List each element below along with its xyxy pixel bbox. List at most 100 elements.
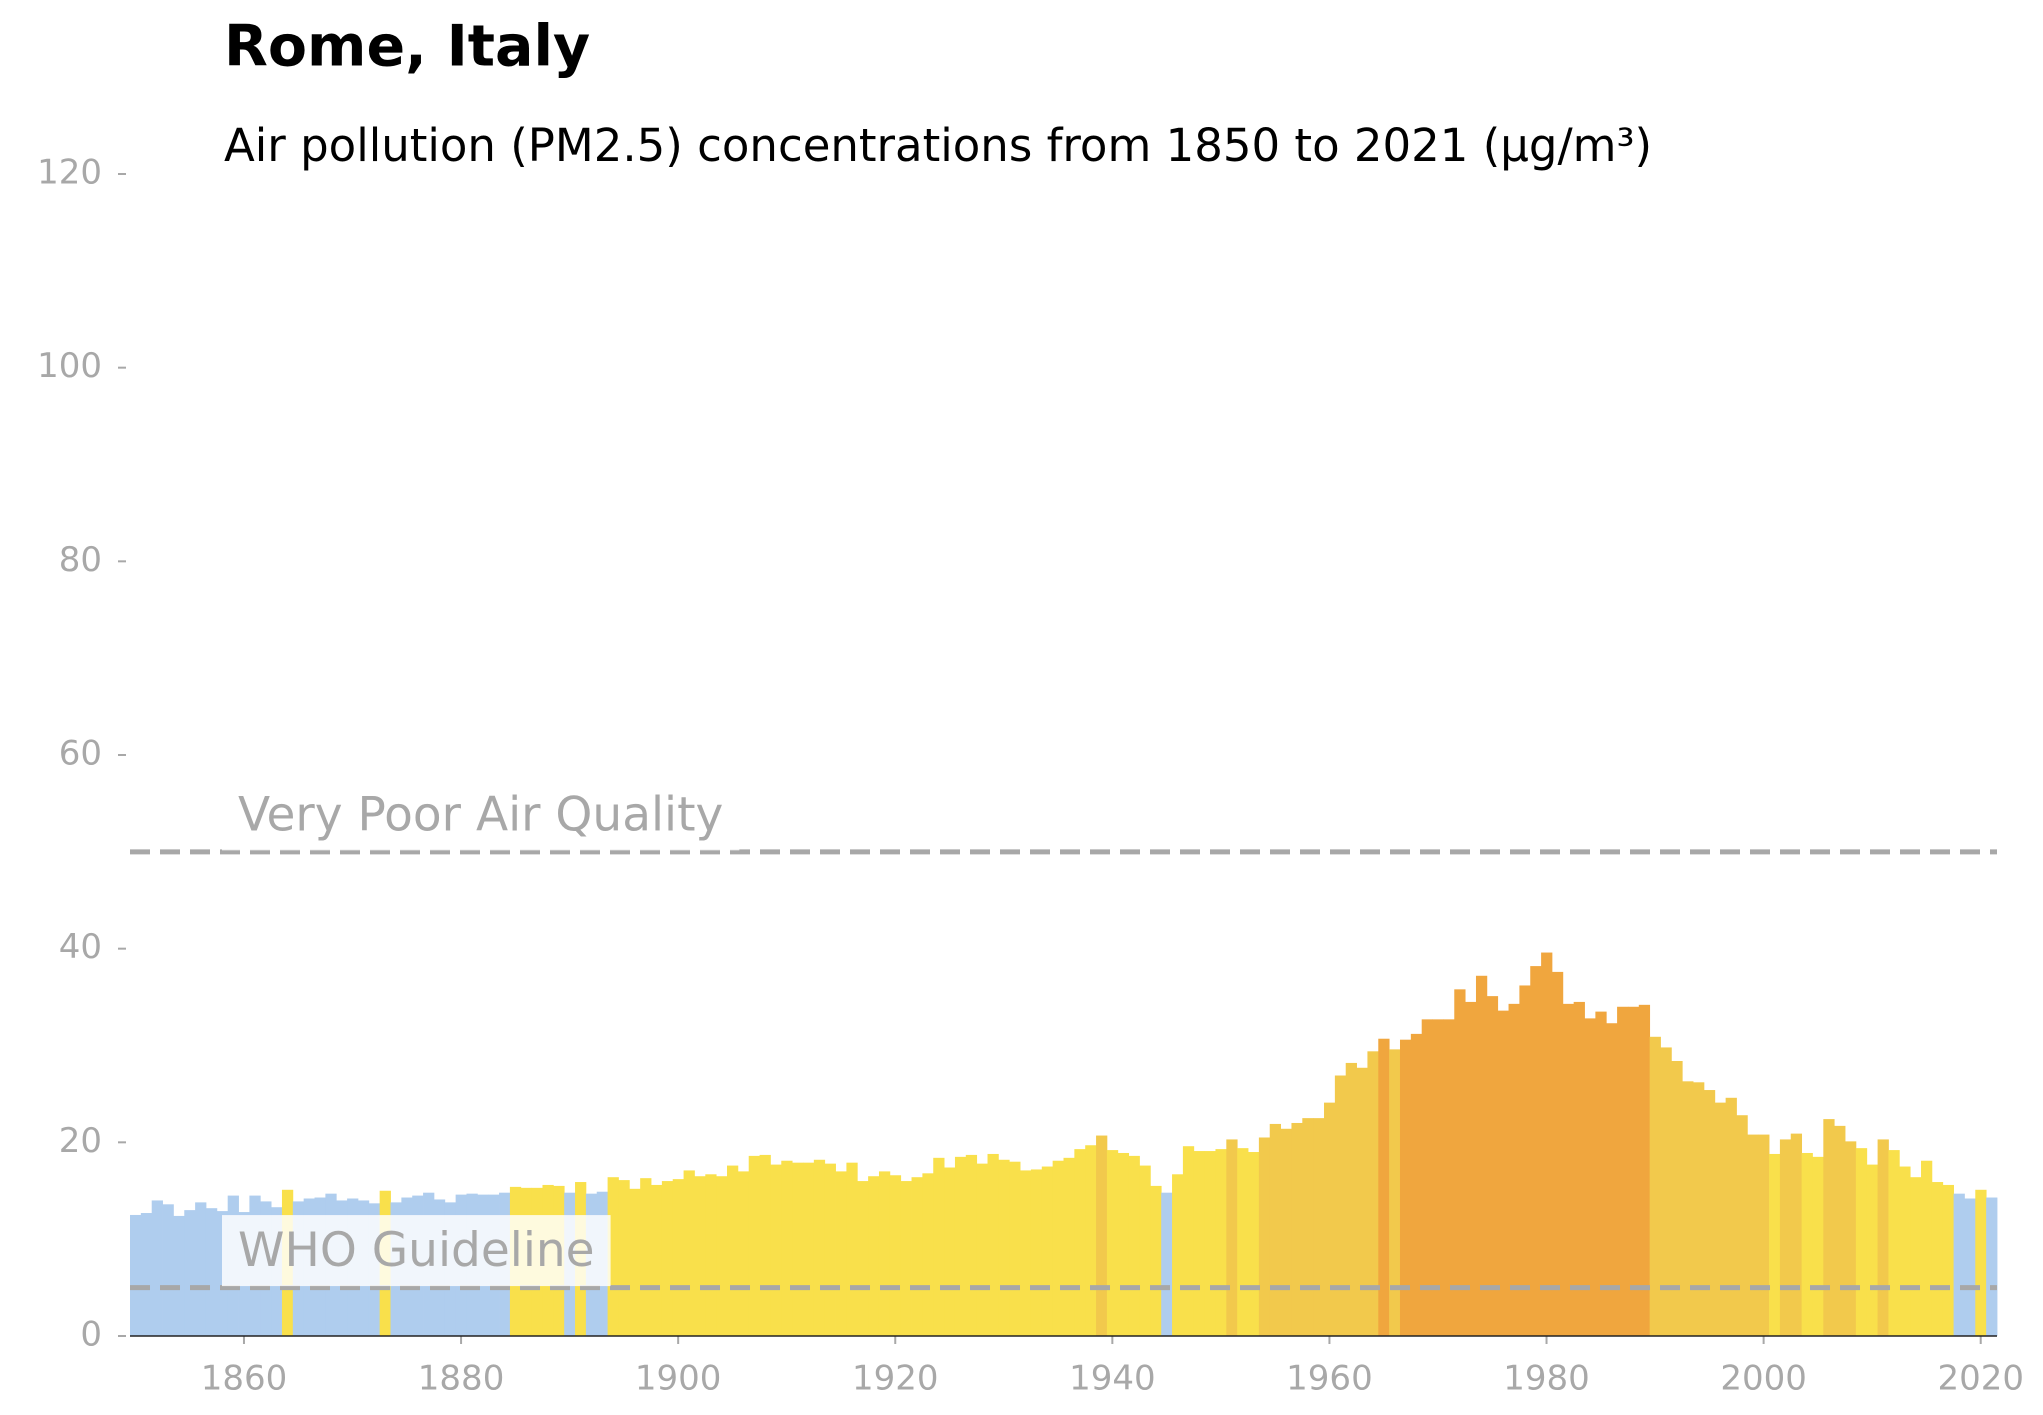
x-tick-label: 1940 — [1069, 1359, 1156, 1399]
bar — [1182, 1146, 1195, 1336]
bar — [1204, 1151, 1216, 1336]
bar — [184, 1210, 196, 1336]
bar — [1953, 1193, 1965, 1336]
bar — [1986, 1197, 1998, 1336]
y-tick-label: 20 — [59, 1121, 102, 1161]
bar — [640, 1178, 652, 1336]
bar — [1345, 1062, 1357, 1336]
bar — [1052, 1160, 1064, 1336]
bar — [954, 1156, 967, 1336]
bar — [1714, 1102, 1727, 1336]
bar — [1649, 1036, 1661, 1336]
x-tick-label: 2020 — [1937, 1359, 2024, 1399]
chart-subtitle: Air pollution (PM2.5) concentrations fro… — [224, 119, 1652, 172]
bar — [1454, 989, 1466, 1336]
bar — [759, 1154, 771, 1336]
bar — [802, 1162, 815, 1336]
bar — [1812, 1156, 1824, 1336]
bar — [1562, 1003, 1575, 1336]
bar — [922, 1173, 934, 1336]
bar — [1421, 1019, 1433, 1336]
bar — [694, 1176, 706, 1336]
bar — [748, 1155, 760, 1336]
bar — [846, 1162, 858, 1336]
bar — [987, 1153, 999, 1336]
bar — [1280, 1128, 1292, 1336]
bar — [1465, 1001, 1477, 1336]
bar — [205, 1208, 218, 1336]
bar — [1237, 1148, 1249, 1336]
bar — [1324, 1102, 1336, 1336]
bar — [824, 1163, 836, 1336]
bar — [1258, 1137, 1271, 1336]
bar — [1638, 1004, 1651, 1336]
bar — [727, 1165, 739, 1336]
bar — [1475, 975, 1488, 1336]
bar — [1921, 1160, 1933, 1336]
bar — [933, 1157, 945, 1336]
bar — [140, 1213, 153, 1336]
bar — [1671, 1060, 1683, 1336]
bar — [1823, 1119, 1835, 1336]
bar — [1291, 1122, 1303, 1336]
bar — [1215, 1149, 1227, 1336]
bar — [1085, 1145, 1097, 1336]
bar — [1378, 1038, 1390, 1336]
bar — [1693, 1082, 1705, 1336]
bar — [1595, 1011, 1607, 1336]
x-tick-label: 1920 — [852, 1359, 939, 1399]
bar — [1573, 1001, 1585, 1336]
y-tick-label: 0 — [80, 1315, 102, 1355]
bar — [661, 1181, 674, 1336]
bar — [1519, 985, 1531, 1336]
bar — [1964, 1198, 1976, 1336]
bar — [889, 1175, 902, 1336]
bar — [1617, 1006, 1629, 1336]
label-box — [222, 1215, 611, 1287]
label-box — [222, 779, 740, 851]
bar — [1975, 1189, 1987, 1336]
bar — [1106, 1150, 1119, 1336]
bar — [1128, 1155, 1140, 1336]
reference-label: Very Poor Air Quality — [238, 787, 723, 842]
bar — [1855, 1148, 1868, 1336]
bar — [1009, 1161, 1021, 1336]
bar — [672, 1179, 684, 1336]
bar — [618, 1180, 630, 1336]
bar — [857, 1181, 869, 1336]
bar — [1508, 1003, 1520, 1336]
bar — [1910, 1177, 1922, 1336]
bar — [1248, 1152, 1260, 1336]
bar — [1541, 952, 1553, 1336]
bar — [1334, 1075, 1347, 1336]
bar — [1367, 1051, 1379, 1336]
bar — [195, 1202, 207, 1336]
x-tick-label: 1980 — [1503, 1359, 1590, 1399]
bar — [1758, 1134, 1770, 1336]
bar — [1139, 1165, 1151, 1336]
bar — [1899, 1166, 1911, 1336]
bar — [162, 1204, 174, 1336]
y-tick-label: 120 — [37, 153, 102, 193]
x-tick-label: 1900 — [635, 1359, 722, 1399]
bar — [900, 1181, 912, 1336]
bar — [1931, 1182, 1944, 1336]
bar — [1790, 1133, 1803, 1336]
bar — [651, 1184, 663, 1336]
bar — [1725, 1097, 1737, 1336]
y-tick-label: 40 — [59, 927, 102, 967]
bar — [1193, 1151, 1206, 1336]
reference-label: WHO Guideline — [238, 1223, 595, 1278]
bar — [1432, 1019, 1444, 1336]
bar — [1769, 1153, 1781, 1336]
bar — [1269, 1123, 1281, 1336]
bar — [878, 1171, 891, 1336]
bar — [1313, 1118, 1325, 1336]
bar — [1041, 1166, 1054, 1336]
bar — [770, 1164, 782, 1336]
bar — [1551, 971, 1564, 1336]
bar — [835, 1171, 847, 1336]
bar — [1530, 966, 1542, 1336]
bar — [1660, 1047, 1672, 1336]
